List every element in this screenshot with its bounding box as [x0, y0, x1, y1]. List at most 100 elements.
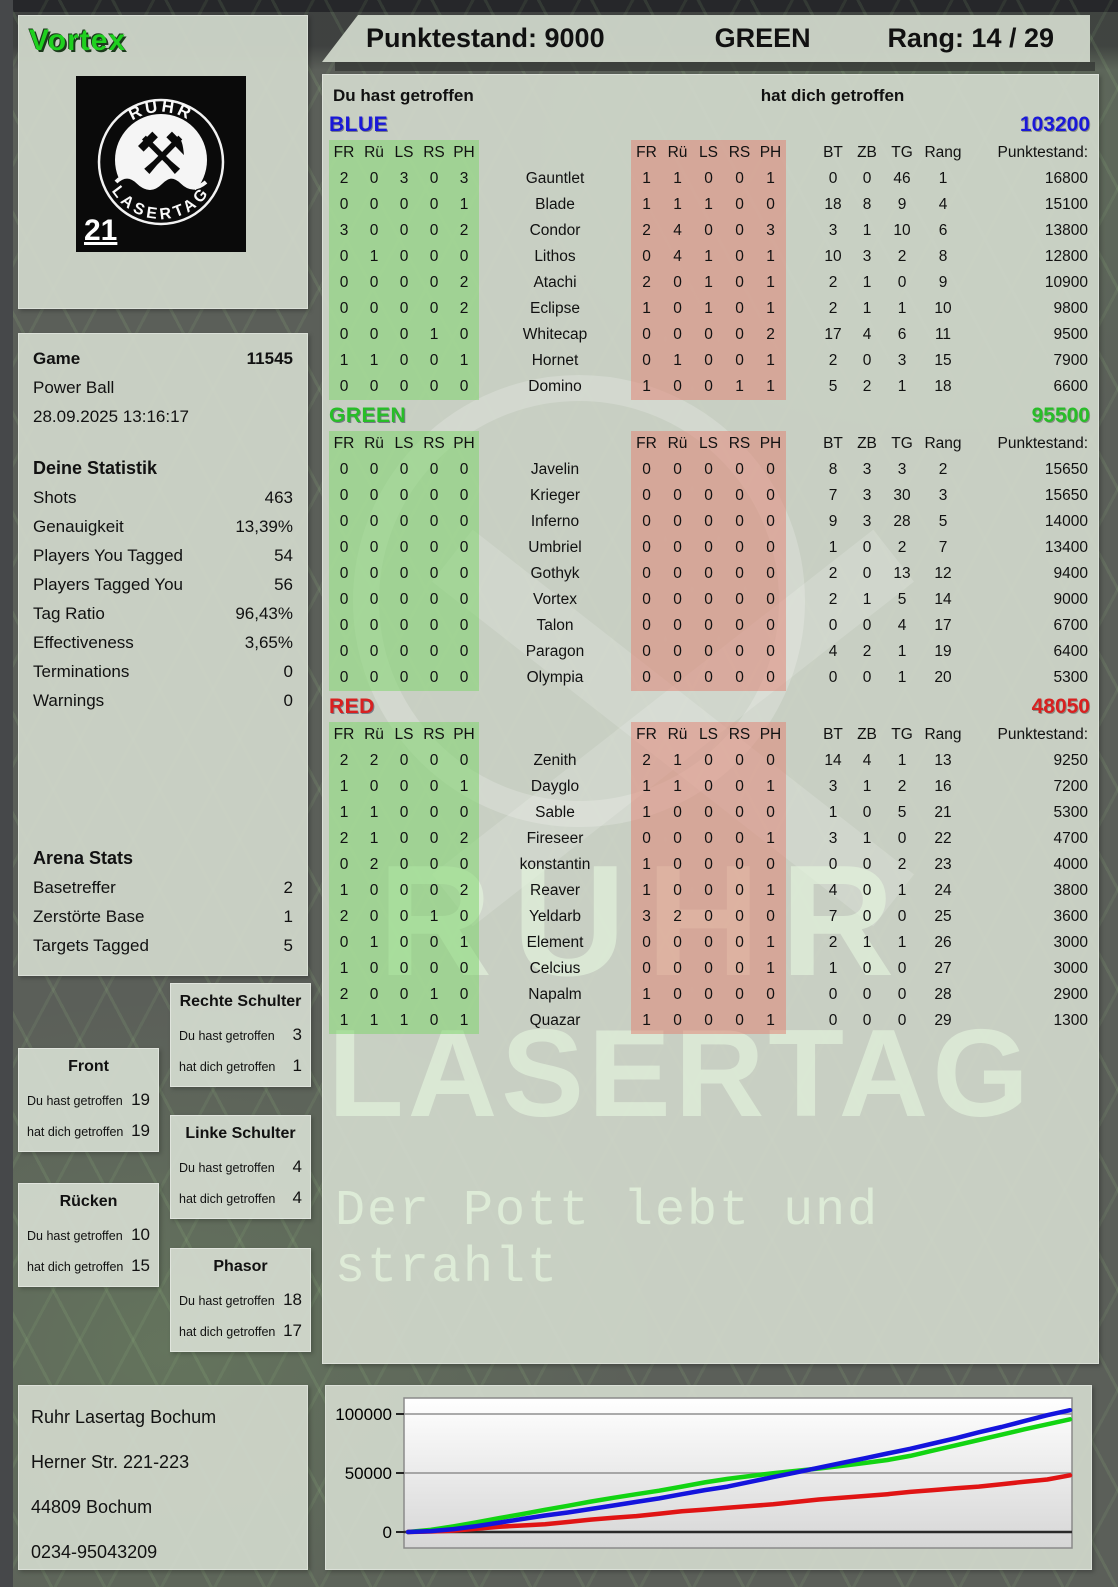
spacer-cell: [786, 1008, 816, 1034]
them-hit-cell: 0: [693, 1008, 724, 1034]
tg-cell: 30: [893, 487, 911, 504]
them-hit-cell: 0: [693, 509, 724, 535]
series-line-green: [405, 1417, 1073, 1535]
tg-cell: 4: [897, 617, 907, 634]
col-header-them: LS: [693, 140, 724, 166]
you-hit-cell: 0: [329, 457, 359, 483]
hitbox-title: Phasor: [213, 1258, 268, 1275]
them-hit-cell: 1: [724, 374, 755, 400]
you-hit-cell: 0: [329, 930, 359, 956]
hitbox-you-label: Du hast getroffen: [27, 1229, 123, 1243]
spacer-cell: [786, 930, 816, 956]
you-hit-cell: 1: [449, 774, 479, 800]
you-hit-cell: 0: [419, 774, 449, 800]
them-hit-cell: 0: [693, 166, 724, 192]
you-hit-cell: 0: [449, 457, 479, 483]
hammer-pick-icon: ⚒: [135, 120, 187, 188]
rank-cell: 21: [934, 804, 952, 821]
bt-cell: 5: [828, 378, 838, 395]
you-hit-cell: 0: [359, 296, 389, 322]
spacer-cell: [786, 457, 816, 483]
them-hit-cell: 0: [724, 270, 755, 296]
stat-label: Terminations: [33, 662, 130, 681]
bt-cell: 0: [828, 1012, 838, 1029]
col-header-them: RS: [724, 140, 755, 166]
rank-cell: 20: [934, 669, 952, 686]
spacer-cell: [786, 374, 816, 400]
bt-cell: 17: [824, 326, 842, 343]
col-header-you: LS: [389, 431, 419, 457]
them-hit-cell: 0: [662, 613, 693, 639]
them-hit-cell: 1: [631, 166, 662, 192]
rank-cell: 25: [934, 908, 952, 925]
zb-cell: 0: [862, 986, 872, 1003]
you-hit-cell: 1: [419, 322, 449, 348]
you-hit-cell: 0: [389, 800, 419, 826]
hitbox-them-label: hat dich getroffen: [179, 1192, 276, 1206]
points-cell: 6700: [1053, 617, 1088, 634]
them-hit-cell: 0: [693, 956, 724, 982]
them-hit-cell: 4: [662, 244, 693, 270]
them-hit-cell: 0: [755, 665, 786, 691]
team-label: GREEN: [714, 23, 811, 53]
them-hit-cell: 0: [724, 800, 755, 826]
you-hit-cell: 0: [329, 613, 359, 639]
hitbox-you-value: 10: [131, 1225, 150, 1244]
points-cell: 15650: [1044, 487, 1088, 504]
address-line: 0234-95043209: [31, 1542, 158, 1562]
stat-value: 2: [283, 878, 293, 897]
address-line: 44809 Bochum: [31, 1497, 153, 1517]
you-hit-cell: 0: [449, 639, 479, 665]
hitbox-front: Front Du hast getroffen 19 hat dich getro…: [18, 1048, 159, 1152]
them-hit-cell: 0: [755, 192, 786, 218]
rank-cell: 2: [938, 461, 948, 478]
you-hit-cell: 1: [419, 982, 449, 1008]
you-hit-cell: 0: [359, 956, 389, 982]
them-hit-cell: 0: [724, 296, 755, 322]
them-hit-cell: 1: [755, 1008, 786, 1034]
bt-cell: 2: [828, 300, 838, 317]
you-hit-cell: 0: [449, 956, 479, 982]
zb-cell: 0: [862, 565, 872, 582]
them-hit-cell: 0: [693, 904, 724, 930]
player-name-cell: Napalm: [528, 986, 582, 1003]
hitbox-you-value: 18: [283, 1290, 302, 1309]
you-hit-cell: 0: [389, 218, 419, 244]
you-hit-cell: 0: [329, 244, 359, 270]
zb-cell: 2: [862, 643, 872, 660]
stat-row: Terminations 0: [33, 657, 293, 686]
player-name-cell: Element: [526, 934, 584, 951]
points-cell: 9500: [1053, 326, 1088, 343]
them-hit-cell: 0: [755, 852, 786, 878]
bt-cell: 1: [828, 804, 838, 821]
you-hit-cell: 0: [419, 1008, 449, 1034]
you-hit-cell: 0: [359, 982, 389, 1008]
logo-badge-21: 21: [84, 214, 117, 247]
you-hit-cell: 0: [389, 535, 419, 561]
you-hit-cell: 0: [359, 587, 389, 613]
col-header-them: LS: [693, 722, 724, 748]
hitbox-you-value: 3: [292, 1025, 302, 1044]
game-number-row: Game 11545: [33, 344, 293, 373]
hitbox-title: Rechte Schulter: [179, 993, 302, 1010]
points-cell: 14000: [1044, 513, 1088, 530]
you-hit-cell: 0: [449, 613, 479, 639]
col-header-them: Rü: [662, 722, 693, 748]
them-hit-cell: 1: [755, 244, 786, 270]
table-row: 2 2 0 0 0 Zenith 2 1 0 0 0 14 4 1 13 9250: [329, 748, 1090, 774]
you-hit-cell: 1: [419, 904, 449, 930]
spacer-cell: [786, 218, 816, 244]
col-header-points: Punktestand:: [997, 726, 1088, 743]
bt-cell: 3: [828, 222, 838, 239]
them-hit-cell: 0: [693, 748, 724, 774]
col-header-them: Rü: [662, 431, 693, 457]
main-score-panel: RUHR LASERTAG Der Pott lebt und strahlt …: [322, 74, 1099, 1364]
tg-cell: 1: [897, 378, 907, 395]
you-hit-cell: 1: [359, 930, 389, 956]
them-hit-cell: 1: [631, 374, 662, 400]
hitbox-you-value: 4: [292, 1157, 302, 1176]
game-mode: Power Ball: [33, 378, 115, 397]
tg-cell: 9: [897, 196, 907, 213]
table-row: 0 0 0 0 0 Krieger 0 0 0 0 0 7 3 30 3 15650: [329, 483, 1090, 509]
spacer-cell: [786, 561, 816, 587]
